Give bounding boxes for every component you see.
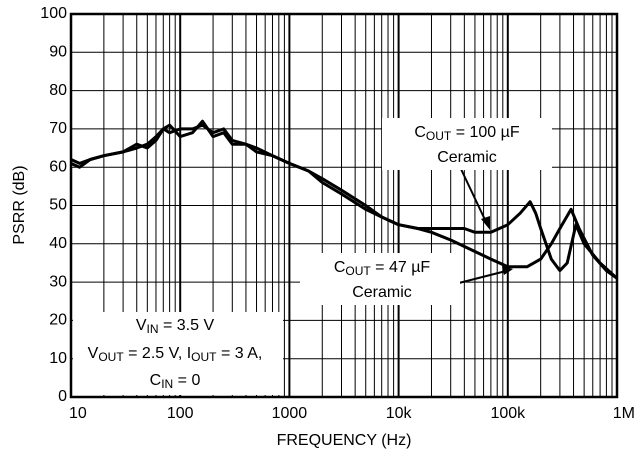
annotation-part: C — [334, 259, 346, 276]
annotation-box — [73, 312, 283, 395]
annotation-part: OUT — [426, 129, 452, 143]
annotation: VIN = 3.5 V — [136, 317, 215, 336]
annotation-part: Ceramic — [437, 149, 497, 166]
annotation-part: C — [414, 124, 426, 141]
annotation-part: Ceramic — [352, 284, 412, 301]
annotation: Ceramic — [437, 149, 497, 166]
y-tick-label: 100 — [40, 5, 67, 22]
y-tick-label: 90 — [49, 44, 67, 61]
y-tick-label: 80 — [49, 82, 67, 99]
x-tick-label: 10 — [69, 405, 87, 422]
annotation-part: OUT — [345, 264, 371, 278]
annotation-part: OUT — [191, 350, 217, 364]
y-axis-label: PSRR (dB) — [11, 165, 28, 244]
y-tick-label: 10 — [49, 350, 67, 367]
annotation-part: = 3 A, — [217, 345, 263, 362]
y-tick-label: 30 — [49, 273, 67, 290]
annotation: COUT = 100 µF — [414, 124, 520, 143]
x-tick-label: 1M — [613, 405, 635, 422]
annotation-part: V — [136, 317, 147, 334]
arrow — [454, 270, 507, 285]
annotation-part: IN — [147, 322, 159, 336]
annotation-part: = 3.5 V — [159, 317, 215, 334]
annotation: Ceramic — [352, 284, 412, 301]
annotation-bg — [382, 118, 552, 170]
y-tick-label: 0 — [58, 388, 67, 405]
y-tick-label: 40 — [49, 235, 67, 252]
annotation-part: = 100 µF — [451, 124, 520, 141]
arrow-head — [481, 216, 490, 230]
annotation: CIN = 0 — [150, 372, 201, 391]
y-tick-label: 60 — [49, 158, 67, 175]
series-line — [70, 119, 618, 280]
annotation-bg — [300, 253, 460, 305]
annotation-part: = 0 — [173, 372, 200, 389]
annotation-part: IN — [161, 377, 173, 391]
annotation-part: = 47 µF — [371, 259, 431, 276]
y-tick-label: 20 — [49, 312, 67, 329]
annotation-part: = 2.5 V, I — [124, 345, 191, 362]
x-tick-label: 100k — [490, 405, 526, 422]
x-tick-label: 10k — [386, 405, 413, 422]
annotation-part: OUT — [98, 350, 124, 364]
plot-frame — [69, 12, 619, 399]
x-tick-label: 100 — [167, 405, 194, 422]
y-tick-label: 70 — [49, 120, 67, 137]
annotation: VOUT = 2.5 V, IOUT = 3 A, — [88, 345, 263, 364]
y-tick-label: 50 — [49, 197, 67, 214]
annotation-part: V — [88, 345, 99, 362]
x-axis-label: FREQUENCY (Hz) — [277, 432, 412, 449]
annotation-part: C — [150, 372, 162, 389]
annotation: COUT = 47 µF — [334, 259, 431, 278]
x-tick-label: 1000 — [272, 405, 308, 422]
series-line — [70, 123, 619, 280]
arrow-head — [502, 266, 513, 275]
